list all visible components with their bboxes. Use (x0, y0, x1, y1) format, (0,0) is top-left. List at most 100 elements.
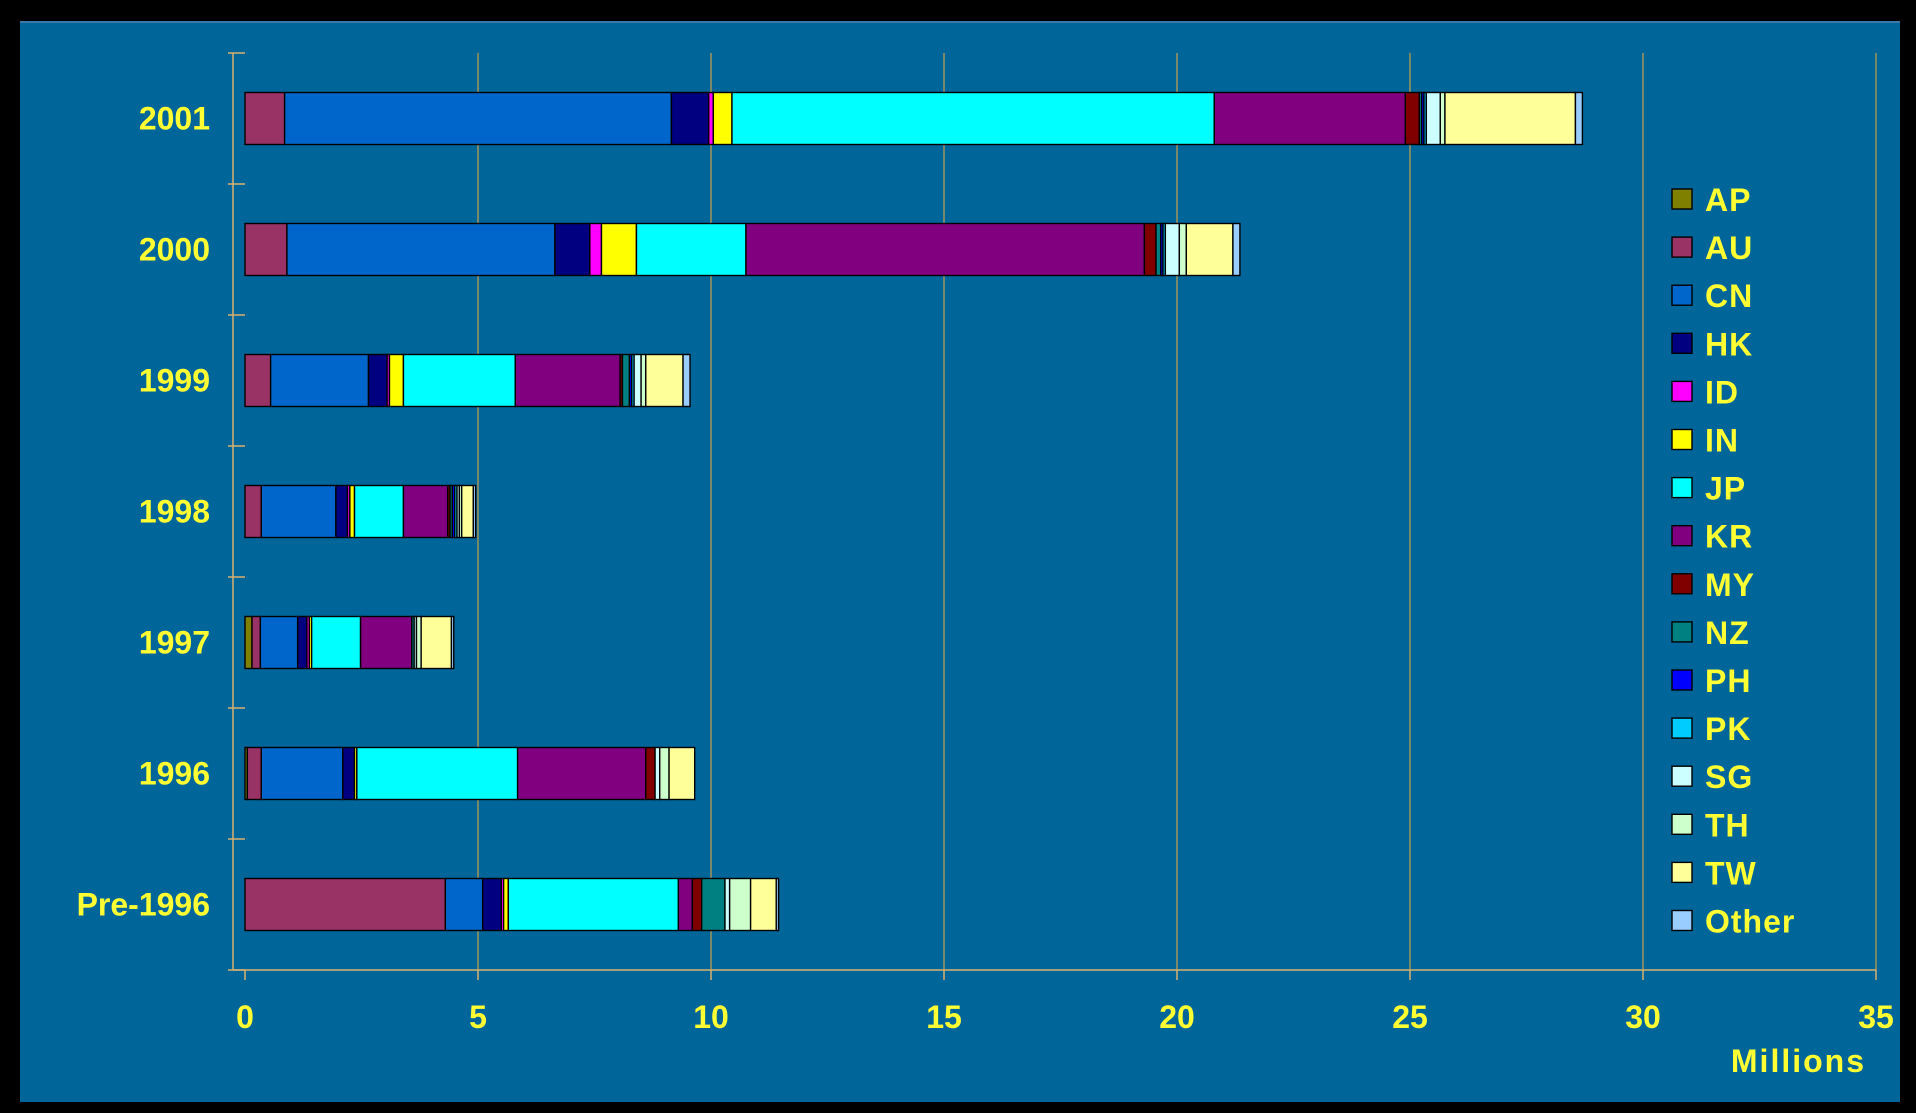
gridlines (477, 53, 1877, 970)
legend-swatch-HK (1671, 332, 1693, 354)
bar-1997-KR (359, 615, 413, 670)
bar-Pre-1996-CN (444, 877, 484, 932)
x-tick-label-0: 0 (236, 999, 254, 1035)
bar-Pre-1996-Other (775, 877, 780, 932)
x-tick-label-5: 5 (469, 999, 487, 1035)
bar-Pre-1996-HK (481, 877, 503, 932)
bar-1999-HK (367, 353, 388, 408)
legend-label-SG: SG (1705, 759, 1753, 795)
legend-label-JP: JP (1705, 471, 1746, 507)
bar-2001-MY (1404, 91, 1421, 146)
legend-label-ID: ID (1705, 374, 1739, 410)
bar-2000-TW (1185, 222, 1234, 277)
legend-swatch-TW (1671, 861, 1693, 884)
bar-1996-MY (645, 746, 656, 801)
legend-swatch-IN (1671, 428, 1693, 451)
category-labels: 2001 2000 1999 1998 1997 1996 Pre-1996 (77, 101, 210, 923)
bar-2000-MY (1143, 222, 1157, 277)
bar-2001-IN (712, 91, 733, 146)
bar-1996-HK (342, 746, 356, 801)
bar-1999-TW (645, 353, 684, 408)
bar-1996-KR (516, 746, 647, 801)
bar-Pre-1996-NZ (700, 877, 726, 932)
x-tick-labels: 0 5 10 15 20 25 30 35 (236, 999, 1894, 1035)
category-label-1997: 1997 (139, 625, 210, 661)
bar-Pre-1996-TW (749, 877, 777, 932)
x-tick-label-30: 30 (1625, 999, 1661, 1035)
bar-Pre-1996-MY (691, 877, 703, 932)
legend-label-KR: KR (1705, 519, 1753, 555)
legend-label-MY: MY (1705, 567, 1755, 603)
x-tick-label-35: 35 (1858, 999, 1894, 1035)
bar-2001-HK (670, 91, 710, 146)
bar-1996-CN (260, 746, 344, 801)
bar-1998-JP (353, 484, 405, 539)
legend-label-NZ: NZ (1705, 615, 1750, 651)
legend-label-AU: AU (1705, 230, 1753, 266)
x-tick-label-10: 10 (693, 999, 729, 1035)
x-axis-label: Millions (1731, 1043, 1866, 1079)
bar-1996-TW (668, 746, 696, 801)
bar-1999-JP (402, 353, 516, 408)
bar-2001-CN (283, 91, 673, 146)
legend-label-TH: TH (1705, 807, 1750, 843)
bar-2000-ID (589, 222, 603, 277)
bar-1996-AU (246, 746, 263, 801)
category-label-Pre-1996: Pre-1996 (77, 887, 210, 923)
bar-1996-TH (659, 746, 670, 801)
category-label-2000: 2000 (139, 232, 210, 268)
bar-1999-KR (514, 353, 621, 408)
bar-1996-JP (356, 746, 519, 801)
category-label-1996: 1996 (139, 756, 210, 792)
bar-Pre-1996-TH (728, 877, 752, 932)
bar-2001-TW (1444, 91, 1577, 146)
legend-swatch-ID (1671, 380, 1693, 403)
bar-1997-CN (259, 615, 299, 670)
bar-1997-TW (420, 615, 453, 670)
bar-2001-KR (1213, 91, 1407, 146)
bar-2001-JP (731, 91, 1215, 146)
bar-2000-SG (1164, 222, 1181, 277)
legend-swatch-AU (1671, 236, 1693, 258)
x-tick-label-15: 15 (926, 999, 962, 1035)
category-label-1999: 1999 (139, 363, 210, 399)
legend-label-HK: HK (1705, 326, 1753, 362)
legend-swatch-TH (1671, 813, 1693, 835)
bar-1998-KR (402, 484, 449, 539)
bar-2000-JP (635, 222, 747, 277)
legend-swatch-MY (1671, 573, 1693, 595)
bar-2000-HK (554, 222, 591, 277)
bar-1999-IN (388, 353, 405, 408)
bar-2000-Other (1232, 222, 1241, 277)
bar-2000-AU (244, 222, 288, 277)
bars (244, 91, 1584, 932)
bar-1999-SG (633, 353, 642, 408)
bar-1997-JP (310, 615, 362, 670)
legend: AP AU CN HK ID IN JP KR MY NZ PH PK SG TH TW Other (1671, 182, 1794, 940)
bar-1997-Other (450, 615, 455, 670)
bar-1997-HK (296, 615, 308, 670)
bar-1998-CN (260, 484, 337, 539)
bar-Pre-1996-AU (244, 877, 447, 932)
axes (228, 52, 1877, 980)
bar-Pre-1996-KR (677, 877, 694, 932)
bar-1999-AU (244, 353, 272, 408)
bar-2000-KR (745, 222, 1146, 277)
legend-swatch-PH (1671, 669, 1693, 691)
legend-label-PK: PK (1705, 711, 1751, 747)
bar-2000-CN (286, 222, 556, 277)
bar-1998-HK (335, 484, 349, 539)
bar-1997-AU (251, 615, 262, 670)
bar-2001-AU (244, 91, 286, 146)
category-label-2001: 2001 (139, 101, 210, 137)
legend-swatch-JP (1671, 476, 1693, 499)
legend-label-IN: IN (1705, 423, 1739, 459)
bar-1999-CN (269, 353, 370, 408)
legend-swatch-Other (1671, 909, 1693, 932)
bar-1997-AP (244, 615, 253, 670)
legend-label-AP: AP (1705, 182, 1751, 218)
legend-swatch-NZ (1671, 621, 1693, 643)
legend-swatch-KR (1671, 525, 1693, 547)
